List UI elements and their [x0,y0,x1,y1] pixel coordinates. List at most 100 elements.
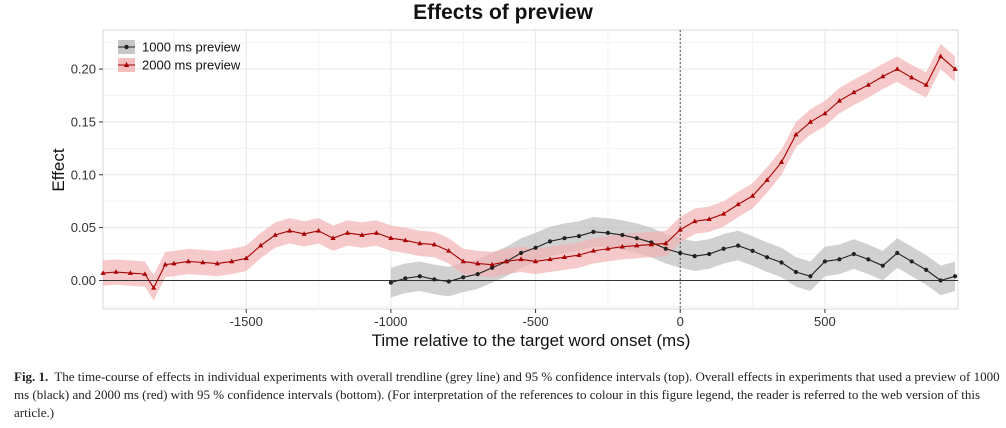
data-point [634,242,640,248]
y-tick-label: 0.10 [71,167,96,182]
data-point [504,258,510,264]
data-point [243,255,249,261]
y-tick-label: 0.15 [71,114,96,129]
data-point [822,259,828,264]
data-point [417,274,422,279]
data-point [330,235,336,240]
data-point [388,235,394,240]
data-point [431,241,437,247]
data-point [142,271,148,276]
data-point [214,260,220,266]
data-point [634,236,639,241]
data-point [736,243,741,248]
data-point [851,251,856,257]
data-point [707,251,712,257]
data-point [735,201,741,207]
figure-caption: Fig. 1. The time-course of effects in ind… [14,368,1000,422]
data-point [162,261,168,267]
data-point [648,241,654,247]
data-point [532,258,539,264]
data-point [923,82,929,87]
data-point [518,250,524,256]
caption-label: Fig. 1. [14,369,49,384]
legend: 1000 ms preview 2000 ms preview [118,40,241,73]
data-point [924,267,929,272]
x-tick-label: 500 [814,314,836,329]
data-point [272,232,278,237]
data-point [446,248,452,253]
data-point [909,259,914,264]
data-point [677,226,683,232]
axes: -1500 -1000 -500 0 500 0.00 0.05 0.10 0.15 0.20 [71,62,836,329]
data-point [764,255,770,260]
data-point [721,211,727,216]
data-point [432,277,437,282]
data-point [301,231,307,236]
series-markers [100,53,958,290]
data-point [388,280,393,285]
data-point [113,269,119,274]
data-point [866,257,871,262]
data-point [822,110,828,116]
data-point [490,265,495,270]
x-tick-label: -500 [523,314,549,329]
data-point [836,98,842,103]
data-point [475,272,480,277]
legend-marker-2 [123,62,130,67]
data-point [779,260,784,265]
legend-marker-1 [124,44,129,50]
data-point [778,159,785,164]
y-axis-label: Effect [49,148,68,191]
confidence-bands [103,43,956,301]
data-point [373,230,380,235]
x-tick-label: 0 [677,314,684,329]
data-point [489,261,495,267]
legend-label-1: 1000 ms preview [142,40,241,55]
data-point [576,233,582,239]
data-point [446,279,451,284]
data-point [678,250,683,256]
data-point [258,242,264,248]
data-point [692,254,697,259]
data-point [402,237,408,243]
data-point [938,53,944,59]
effects-chart: Effects of preview -1500 -1000 -500 0 500 0.0… [49,1,959,350]
data-point [663,240,669,246]
data-point [315,227,322,233]
data-point [344,230,351,235]
data-point [547,256,553,262]
data-point [151,285,157,290]
data-point [663,246,668,251]
data-point [952,66,958,71]
data-point [359,232,365,237]
data-point [749,193,756,198]
data-point [605,245,611,251]
y-tick-label: 0.20 [71,62,96,77]
data-point [793,131,799,137]
ci-band-series-1 [390,217,956,298]
data-point [807,119,814,124]
ci-band-series-2 [103,43,956,301]
data-point [851,89,857,95]
data-point [461,275,466,280]
data-point [953,274,958,279]
data-point [750,248,755,253]
data-point [561,254,568,260]
data-point [590,248,597,253]
data-point [287,227,293,233]
data-point [403,276,408,281]
legend-label-2: 2000 ms preview [142,58,241,73]
data-point [562,236,567,241]
x-axis-label: Time relative to the target word onset (… [372,331,691,350]
data-point [895,250,900,256]
data-point [229,258,235,264]
caption-text: The time-course of effects in individual… [14,369,1000,420]
data-point [200,259,206,265]
data-point [793,269,799,275]
data-point [938,278,943,283]
series-line-1 [390,231,956,284]
data-point [605,230,610,236]
data-point [619,243,625,249]
data-point [591,229,596,234]
data-point [620,232,625,238]
